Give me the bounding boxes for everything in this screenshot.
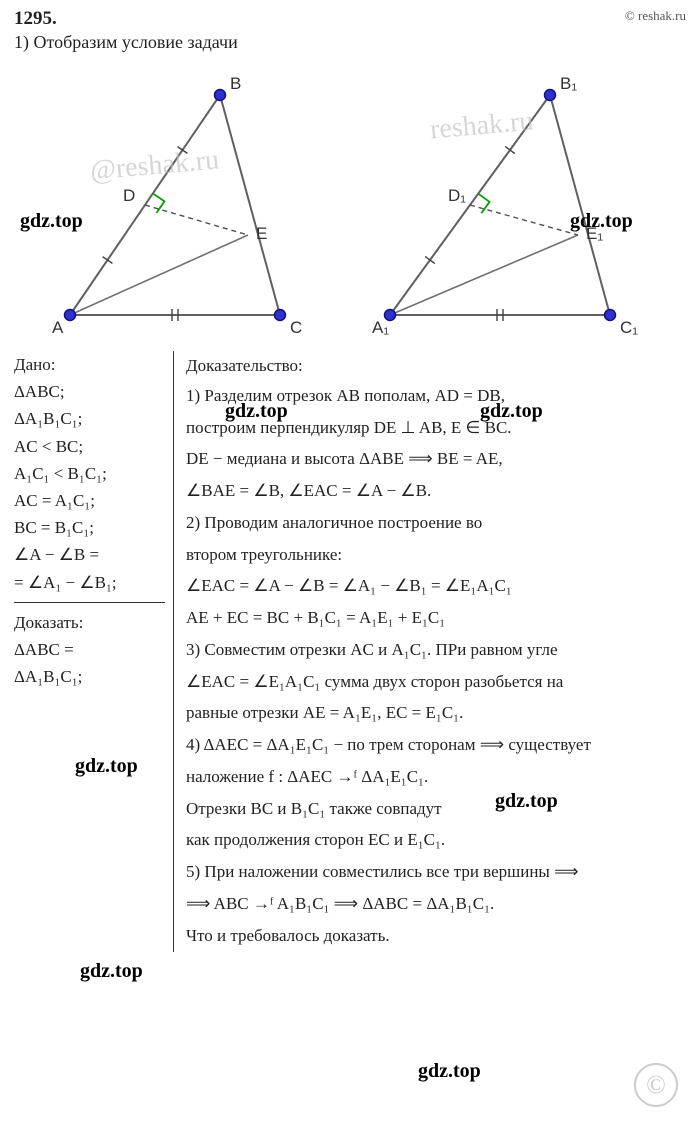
prove-block: Доказать: ΔABC =ΔA₁B₁C₁; bbox=[14, 603, 165, 691]
gdz-watermark: gdz.top bbox=[80, 960, 143, 983]
site-copyright: © reshak.ru bbox=[625, 8, 686, 30]
svg-text:D₁: D₁ bbox=[448, 186, 466, 205]
proof-line: 2) Проводим аналогичное построение во bbox=[186, 508, 686, 538]
given-heading: Дано: bbox=[14, 351, 165, 378]
svg-text:A: A bbox=[52, 318, 64, 337]
given-block: Дано: ΔABC;ΔA₁B₁C₁;AC < BC;A₁C₁ < B₁C₁;A… bbox=[14, 351, 165, 603]
svg-text:C₁: C₁ bbox=[620, 318, 638, 337]
svg-text:E₁: E₁ bbox=[586, 224, 603, 243]
proof-line: построим перпендикуляр DE ⊥ AB, E ∈ BC. bbox=[186, 413, 686, 443]
proof-line: AE + EC = BC + B₁C₁ = A₁E₁ + E₁C₁ bbox=[186, 603, 686, 633]
proof-line: Что и требовалось доказать. bbox=[186, 921, 686, 951]
svg-text:B₁: B₁ bbox=[560, 75, 577, 93]
proof-line: 1) Разделим отрезок AB пополам, AD = DB, bbox=[186, 381, 686, 411]
proof-line: втором треугольнике: bbox=[186, 540, 686, 570]
text-line: AC < BC; bbox=[14, 433, 165, 460]
proof-line: ∠BAE = ∠B, ∠EAC = ∠A − ∠B. bbox=[186, 476, 686, 506]
text-line: ΔA₁B₁C₁; bbox=[14, 405, 165, 432]
text-line: BC = B₁C₁; bbox=[14, 514, 165, 541]
proof-line: DE − медиана и высота ΔABE ⟹ BE = AE, bbox=[186, 444, 686, 474]
text-line: AC = A₁C₁; bbox=[14, 487, 165, 514]
text-line: ΔABC; bbox=[14, 378, 165, 405]
svg-text:A₁: A₁ bbox=[372, 318, 389, 337]
proof-line: Отрезки BC и B₁C₁ также совпадут bbox=[186, 794, 686, 824]
problem-number: 1295. bbox=[14, 8, 57, 30]
proof-line: как продолжения сторон EC и E₁C₁. bbox=[186, 825, 686, 855]
prove-heading: Доказать: bbox=[14, 609, 165, 636]
header: 1295. © reshak.ru bbox=[0, 0, 700, 32]
svg-text:C: C bbox=[290, 318, 302, 337]
intro-text: 1) Отобразим условие задачи bbox=[0, 32, 700, 59]
proof-line: наложение f : ΔAEC →ᶠ ΔA₁E₁C₁. bbox=[186, 762, 686, 792]
svg-text:B: B bbox=[230, 75, 241, 93]
svg-text:E: E bbox=[256, 224, 267, 243]
proof-line: 3) Совместим отрезки AC и A₁C₁. ПРи равн… bbox=[186, 635, 686, 665]
proof-grid: Дано: ΔABC;ΔA₁B₁C₁;AC < BC;A₁C₁ < B₁C₁;A… bbox=[0, 345, 700, 952]
proof-line: ⟹ ABC →ᶠ A₁B₁C₁ ⟹ ΔABC = ΔA₁B₁C₁. bbox=[186, 889, 686, 919]
text-line: ∠A − ∠B = bbox=[14, 541, 165, 568]
text-line: A₁C₁ < B₁C₁; bbox=[14, 460, 165, 487]
proof-column: Доказательство: 1) Разделим отрезок AB п… bbox=[174, 351, 686, 952]
text-line: ΔA₁B₁C₁; bbox=[14, 663, 165, 690]
proof-heading: Доказательство: bbox=[186, 351, 686, 381]
svg-text:D: D bbox=[123, 186, 135, 205]
proof-line: 5) При наложении совместились все три ве… bbox=[186, 857, 686, 887]
copyright-circle-icon: © bbox=[634, 1063, 678, 1107]
left-column: Дано: ΔABC;ΔA₁B₁C₁;AC < BC;A₁C₁ < B₁C₁;A… bbox=[14, 351, 174, 952]
text-line: = ∠A₁ − ∠B₁; bbox=[14, 569, 165, 596]
prove-lines: ΔABC =ΔA₁B₁C₁; bbox=[14, 636, 165, 690]
proof-line: равные отрезки AE = A₁E₁, EC = E₁C₁. bbox=[186, 698, 686, 728]
text-line: ΔABC = bbox=[14, 636, 165, 663]
proof-line: ∠EAC = ∠A − ∠B = ∠A₁ − ∠B₁ = ∠E₁A₁C₁ bbox=[186, 571, 686, 601]
given-lines: ΔABC;ΔA₁B₁C₁;AC < BC;A₁C₁ < B₁C₁;AC = A₁… bbox=[14, 378, 165, 596]
proof-line: 4) ΔAEC = ΔA₁E₁C₁ − по трем сторонам ⟹ с… bbox=[186, 730, 686, 760]
proof-lines: 1) Разделим отрезок AB пополам, AD = DB,… bbox=[186, 381, 686, 951]
proof-line: ∠EAC = ∠E₁A₁C₁ сумма двух сторон разобье… bbox=[186, 667, 686, 697]
gdz-watermark: gdz.top bbox=[418, 1060, 481, 1083]
figure-area: A B C D E A₁ B₁ C₁ D₁ E₁ bbox=[0, 65, 700, 345]
